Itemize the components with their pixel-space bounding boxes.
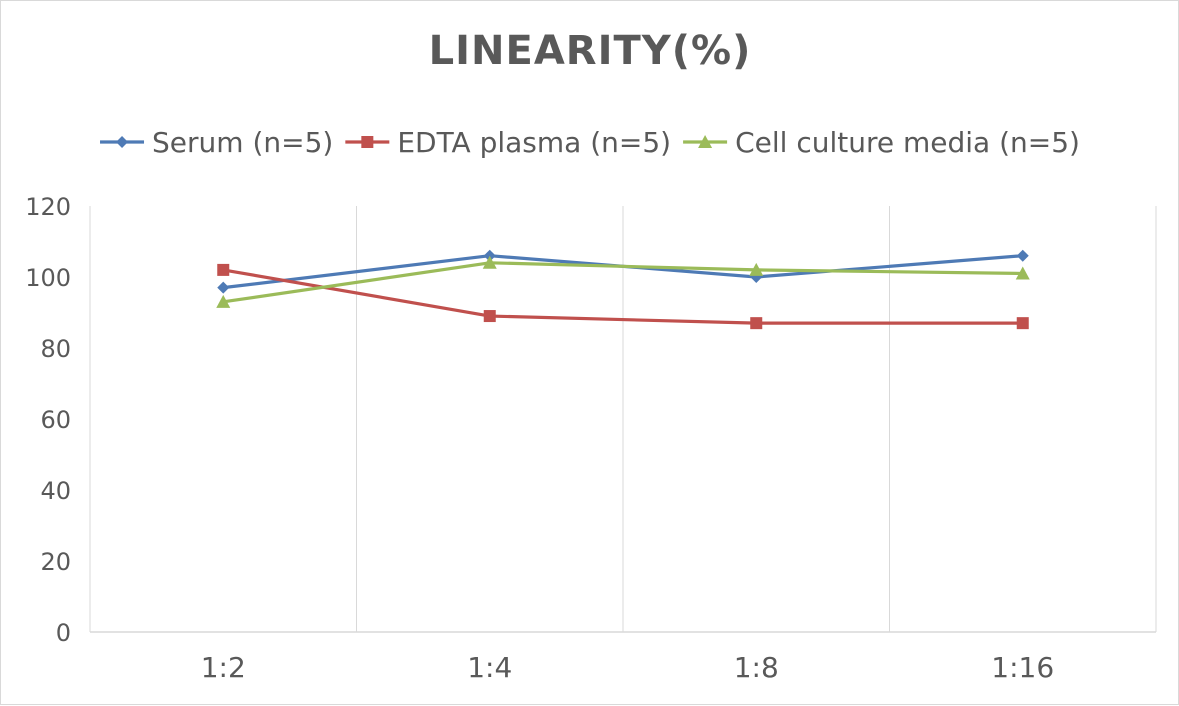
legend-label: Serum (n=5) bbox=[152, 126, 333, 159]
data-point bbox=[1015, 266, 1030, 280]
legend-marker bbox=[361, 136, 374, 148]
legend-item: Serum (n=5) bbox=[100, 126, 333, 159]
legend-item: Cell culture media (n=5) bbox=[683, 126, 1080, 159]
chart-title: LINEARITY(%) bbox=[429, 28, 752, 74]
legend: Serum (n=5) EDTA plasma (n=5) Cell culture… bbox=[100, 126, 1080, 159]
series-line bbox=[221, 268, 1025, 325]
data-point bbox=[749, 262, 764, 276]
legend-label: EDTA plasma (n=5) bbox=[397, 126, 671, 159]
data-point bbox=[482, 255, 497, 269]
series bbox=[216, 255, 1030, 308]
data-point bbox=[483, 249, 496, 262]
series-line bbox=[221, 261, 1025, 304]
data-point bbox=[217, 281, 230, 294]
x-tick-label: 1:4 bbox=[467, 651, 512, 684]
axes: 0 20 40 60 80 100 120 1:2 1:4 1:8 1:16 bbox=[25, 193, 1156, 684]
y-tick-label: 100 bbox=[25, 264, 71, 292]
y-tick-label: 40 bbox=[40, 477, 71, 505]
data-point bbox=[750, 317, 763, 330]
x-tick-label: 1:16 bbox=[991, 651, 1054, 684]
data-point bbox=[1016, 317, 1029, 330]
series-layer bbox=[216, 249, 1030, 330]
y-tick-label: 0 bbox=[56, 619, 71, 647]
x-tick-label: 1:2 bbox=[201, 651, 246, 684]
series bbox=[217, 263, 1029, 330]
data-point bbox=[483, 310, 496, 323]
x-tick-label: 1:8 bbox=[734, 651, 779, 684]
grid bbox=[356, 206, 1157, 632]
y-tick-label: 60 bbox=[40, 406, 71, 434]
legend-marker bbox=[116, 136, 129, 148]
data-point bbox=[1016, 249, 1029, 262]
legend-marker bbox=[698, 135, 713, 148]
y-tick-label: 20 bbox=[40, 548, 71, 576]
legend-item: EDTA plasma (n=5) bbox=[345, 126, 671, 159]
data-point bbox=[216, 294, 231, 308]
data-point bbox=[217, 263, 230, 276]
y-tick-label: 80 bbox=[40, 335, 71, 363]
y-tick-label: 120 bbox=[25, 193, 71, 221]
legend-label: Cell culture media (n=5) bbox=[735, 126, 1080, 159]
